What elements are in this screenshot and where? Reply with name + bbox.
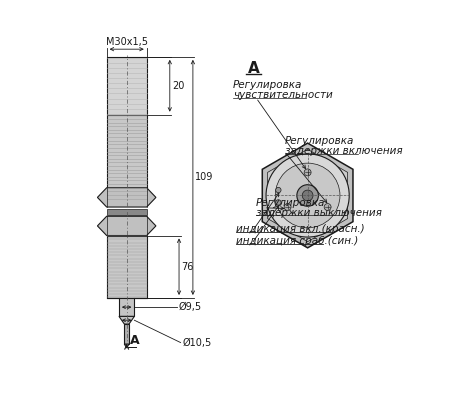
Text: индикация вкл.(красн.): индикация вкл.(красн.) xyxy=(236,224,364,234)
Circle shape xyxy=(324,204,331,210)
Text: Регулировка: Регулировка xyxy=(256,198,325,208)
Text: М30х1,5: М30х1,5 xyxy=(106,37,148,47)
Circle shape xyxy=(275,163,340,228)
Circle shape xyxy=(276,187,281,193)
Text: чувствительности: чувствительности xyxy=(233,90,333,100)
Text: 109: 109 xyxy=(195,172,214,182)
FancyBboxPatch shape xyxy=(107,208,147,215)
FancyBboxPatch shape xyxy=(124,324,129,344)
Polygon shape xyxy=(97,188,156,207)
Circle shape xyxy=(276,200,281,205)
FancyBboxPatch shape xyxy=(107,115,147,199)
Text: задержки включения: задержки включения xyxy=(284,146,402,156)
Text: 20: 20 xyxy=(172,81,184,91)
Polygon shape xyxy=(119,316,135,324)
FancyBboxPatch shape xyxy=(107,235,147,298)
Circle shape xyxy=(302,190,313,201)
Polygon shape xyxy=(262,143,353,248)
Text: A: A xyxy=(248,61,260,76)
Polygon shape xyxy=(124,344,129,348)
FancyBboxPatch shape xyxy=(119,298,135,316)
Text: Регулировка: Регулировка xyxy=(284,136,354,146)
FancyBboxPatch shape xyxy=(107,57,147,115)
Text: Ø9,5: Ø9,5 xyxy=(178,302,202,312)
Circle shape xyxy=(304,169,311,176)
Text: задержки выключения: задержки выключения xyxy=(256,208,382,218)
Polygon shape xyxy=(97,216,156,235)
Circle shape xyxy=(266,154,349,237)
Text: Регулировка: Регулировка xyxy=(233,80,302,90)
Circle shape xyxy=(297,185,319,206)
Text: Ø10,5: Ø10,5 xyxy=(182,337,211,347)
Polygon shape xyxy=(268,149,348,242)
Text: A: A xyxy=(130,334,140,347)
Text: индикация сраб.(син.): индикация сраб.(син.) xyxy=(236,235,358,245)
Circle shape xyxy=(284,204,291,210)
Text: 76: 76 xyxy=(181,262,194,272)
